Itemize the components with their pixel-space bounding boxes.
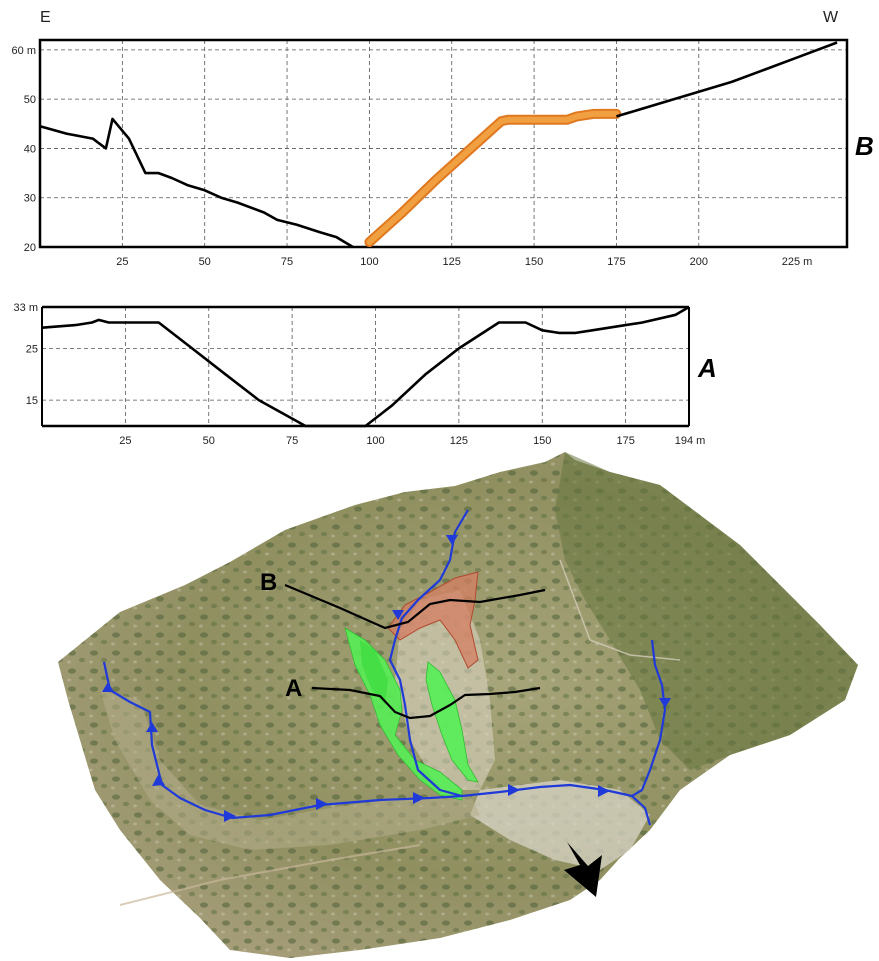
flow-arrow xyxy=(102,682,114,692)
profile-a-x-tick-label: 25 xyxy=(119,435,131,447)
stream-flow-arrows xyxy=(102,535,671,822)
profile-a-y-tick-label: 25 xyxy=(26,343,38,355)
flow-arrow xyxy=(316,798,328,810)
flow-arrow xyxy=(598,785,610,797)
profile-a-x-tick-label: 75 xyxy=(286,435,298,447)
profile-a-tick-labels: 25 50 75 100 125 150 175 194 m 15 25 33 m xyxy=(14,302,706,447)
profile-b-highlight-line xyxy=(366,110,620,246)
profile-a-label: A xyxy=(697,353,717,383)
flow-arrow xyxy=(508,784,520,796)
flow-arrow xyxy=(659,698,671,708)
profile-b-x-tick-label: 25 xyxy=(116,256,128,268)
profile-a-chart: 25 50 75 100 125 150 175 194 m 15 25 33 m A xyxy=(14,302,717,447)
profile-a-x-tick-label: 175 xyxy=(616,435,634,447)
profile-b-label: B xyxy=(855,131,874,161)
profile-b-profile-line xyxy=(616,41,838,118)
profile-a-x-tick-label: 150 xyxy=(533,435,551,447)
terrain-forest-slope xyxy=(555,452,858,770)
profile-a-profile-line xyxy=(41,305,690,428)
green-zone xyxy=(360,640,388,705)
flow-arrow xyxy=(446,535,458,545)
view-direction-arrow xyxy=(564,842,602,897)
flow-arrow xyxy=(392,610,404,620)
green-zone xyxy=(425,661,479,783)
profile-b-y-tick-label: 50 xyxy=(24,94,36,106)
section-line-a xyxy=(311,686,541,720)
profile-b-x-tick-label: 50 xyxy=(199,256,211,268)
flow-arrow xyxy=(146,722,158,732)
profile-b-x-tick-label: 200 xyxy=(690,256,708,268)
left-tributary xyxy=(388,509,469,798)
terrain-debris-fan xyxy=(470,780,650,870)
profile-b-frame xyxy=(38,38,849,249)
profile-b-x-tick-label: 175 xyxy=(607,256,625,268)
profile-b-y-tick-label: 20 xyxy=(24,242,36,254)
map-label-b: B xyxy=(260,569,277,596)
flow-arrow xyxy=(152,775,165,786)
profile-b-x-tick-label: 75 xyxy=(281,256,293,268)
profile-b-y-tick-label: 30 xyxy=(24,193,36,205)
profile-b-y-tick-label: 60 m xyxy=(12,45,36,57)
map-label-a: A xyxy=(285,675,302,702)
terrain-valley-floor xyxy=(100,690,480,850)
profile-b-x-tick-label: 125 xyxy=(443,256,461,268)
profile-b-x-tick-label: 100 xyxy=(360,256,378,268)
right-tributary xyxy=(631,639,667,797)
profile-b-tick-labels: 25 50 75 100 125 150 175 200 225 m 20 30 40 50 60 m xyxy=(12,45,813,268)
profile-b-highlight-outline xyxy=(364,108,622,248)
flow-arrow xyxy=(413,792,425,804)
terrain-track xyxy=(119,844,421,906)
direction-east-label: E xyxy=(40,9,51,26)
profile-a-x-tick-label: 100 xyxy=(366,435,384,447)
profile-a-x-end-label: 194 m xyxy=(675,435,706,447)
profile-a-series xyxy=(41,305,690,428)
section-line-b xyxy=(284,583,546,630)
direction-west-label: W xyxy=(823,9,839,26)
red-hazard-zone xyxy=(387,571,479,669)
profile-b-chart: E W 25 50 75 100 125 150 175 200 225 m 20 30 40 50 60… xyxy=(12,9,874,268)
profile-a-x-tick-label: 50 xyxy=(203,435,215,447)
flow-arrow xyxy=(224,810,236,822)
terrain-track xyxy=(559,559,681,661)
profile-a-x-tick-label: 125 xyxy=(450,435,468,447)
profile-b-y-tick-label: 40 xyxy=(24,143,36,155)
profile-a-y-tick-label: 33 m xyxy=(14,302,38,314)
profile-b-grid xyxy=(40,40,847,248)
profile-a-y-tick-label: 15 xyxy=(26,395,38,407)
profile-b-x-tick-label: 150 xyxy=(525,256,543,268)
terrain-view: B A xyxy=(58,452,858,958)
profile-b-profile-line xyxy=(39,117,354,249)
profile-b-x-end-label: 225 m xyxy=(782,256,813,268)
profile-b-series xyxy=(39,41,838,249)
profile-a-grid xyxy=(42,306,689,426)
